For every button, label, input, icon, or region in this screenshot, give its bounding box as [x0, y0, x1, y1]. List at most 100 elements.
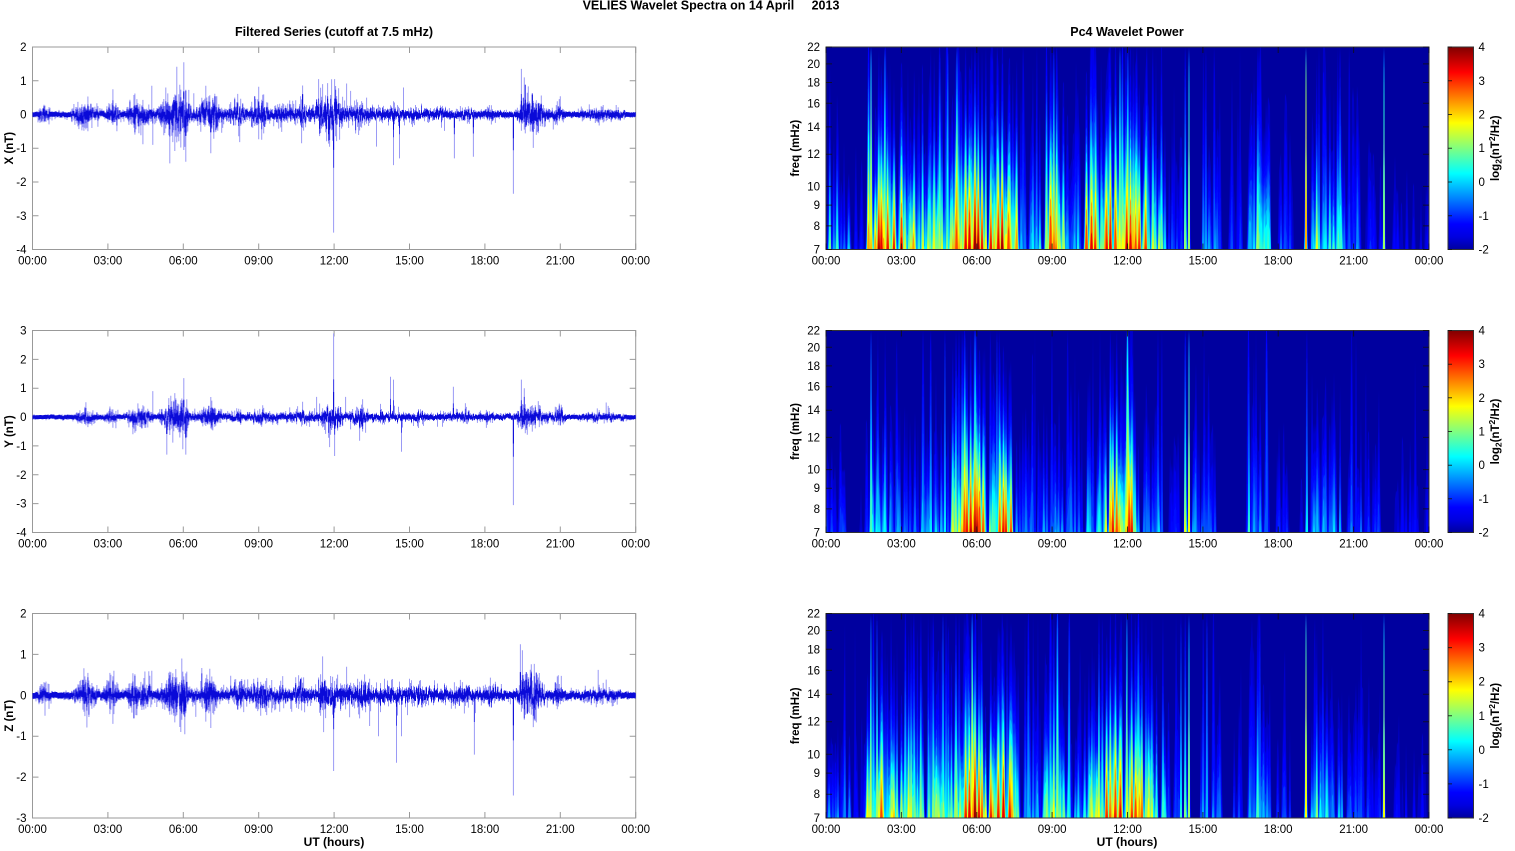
svg-text:16: 16: [807, 665, 820, 677]
svg-text:09:00: 09:00: [244, 539, 273, 551]
svg-text:Z (nT): Z (nT): [4, 700, 16, 732]
svg-text:00:00: 00:00: [621, 256, 650, 268]
svg-text:X (nT): X (nT): [4, 132, 16, 165]
svg-text:7: 7: [814, 245, 820, 257]
svg-text:10: 10: [807, 465, 820, 477]
svg-text:-4: -4: [16, 528, 27, 540]
svg-text:06:00: 06:00: [169, 256, 198, 268]
svg-text:-1: -1: [16, 441, 26, 453]
svg-text:00:00: 00:00: [621, 539, 650, 551]
svg-text:7: 7: [814, 813, 820, 825]
svg-text:21:00: 21:00: [1339, 824, 1368, 836]
svg-text:2: 2: [1479, 110, 1485, 122]
svg-text:2: 2: [20, 354, 26, 366]
svg-text:-4: -4: [16, 245, 27, 257]
svg-text:00:00: 00:00: [1415, 256, 1444, 268]
svg-text:18:00: 18:00: [1264, 539, 1293, 551]
svg-text:0: 0: [20, 690, 26, 702]
svg-text:0: 0: [1479, 177, 1485, 189]
svg-text:16: 16: [807, 98, 820, 110]
svg-text:2: 2: [1479, 393, 1485, 405]
svg-text:3: 3: [1479, 359, 1485, 371]
svg-text:VELIES Wavelet Spectra on 14 A: VELIES Wavelet Spectra on 14 April 2013: [583, 0, 840, 13]
svg-text:12:00: 12:00: [1113, 539, 1142, 551]
svg-text:00:00: 00:00: [18, 256, 47, 268]
svg-text:Y (nT): Y (nT): [4, 415, 16, 448]
svg-text:2: 2: [20, 609, 26, 621]
svg-text:22: 22: [807, 609, 820, 621]
svg-text:18: 18: [807, 78, 820, 90]
svg-text:1: 1: [20, 649, 26, 661]
svg-text:12:00: 12:00: [1113, 824, 1142, 836]
svg-text:0: 0: [20, 110, 26, 122]
svg-text:12:00: 12:00: [320, 824, 349, 836]
svg-text:UT (hours): UT (hours): [1097, 835, 1158, 849]
svg-text:4: 4: [1479, 42, 1486, 54]
svg-text:00:00: 00:00: [621, 824, 650, 836]
svg-text:15:00: 15:00: [395, 539, 424, 551]
svg-text:03:00: 03:00: [887, 256, 916, 268]
svg-text:15:00: 15:00: [395, 824, 424, 836]
svg-text:06:00: 06:00: [962, 824, 991, 836]
svg-text:15:00: 15:00: [1189, 539, 1218, 551]
svg-text:-2: -2: [16, 177, 26, 189]
svg-text:3: 3: [1479, 76, 1485, 88]
svg-text:09:00: 09:00: [1038, 824, 1067, 836]
svg-text:00:00: 00:00: [1415, 824, 1444, 836]
svg-text:1: 1: [1479, 143, 1485, 155]
svg-text:18:00: 18:00: [471, 256, 500, 268]
svg-text:21:00: 21:00: [546, 824, 575, 836]
svg-text:18:00: 18:00: [1264, 256, 1293, 268]
svg-text:12: 12: [807, 717, 820, 729]
svg-text:-1: -1: [1479, 779, 1489, 791]
svg-text:00:00: 00:00: [812, 539, 841, 551]
svg-text:06:00: 06:00: [962, 539, 991, 551]
svg-text:-1: -1: [1479, 211, 1489, 223]
svg-text:9: 9: [814, 483, 820, 495]
svg-text:16: 16: [807, 382, 820, 394]
svg-text:20: 20: [807, 342, 820, 354]
svg-text:15:00: 15:00: [1189, 256, 1218, 268]
svg-text:03:00: 03:00: [94, 539, 123, 551]
svg-text:-2: -2: [1479, 528, 1489, 540]
svg-text:14: 14: [807, 122, 820, 134]
svg-text:00:00: 00:00: [18, 539, 47, 551]
svg-text:freq (mHz): freq (mHz): [790, 403, 802, 460]
svg-text:20: 20: [807, 59, 820, 71]
svg-text:03:00: 03:00: [887, 539, 916, 551]
svg-text:0: 0: [1479, 745, 1485, 757]
svg-text:15:00: 15:00: [1189, 824, 1218, 836]
svg-text:06:00: 06:00: [169, 539, 198, 551]
svg-text:-2: -2: [16, 772, 26, 784]
svg-text:21:00: 21:00: [1339, 256, 1368, 268]
svg-text:1: 1: [1479, 711, 1485, 723]
svg-text:Pc4 Wavelet Power: Pc4 Wavelet Power: [1070, 25, 1184, 39]
svg-text:21:00: 21:00: [546, 539, 575, 551]
svg-text:-2: -2: [1479, 245, 1489, 257]
svg-text:0: 0: [1479, 460, 1485, 472]
svg-text:9: 9: [814, 768, 820, 780]
svg-text:-2: -2: [1479, 813, 1489, 825]
svg-text:12: 12: [807, 432, 820, 444]
svg-text:21:00: 21:00: [546, 256, 575, 268]
svg-text:18:00: 18:00: [471, 824, 500, 836]
svg-text:14: 14: [807, 405, 820, 417]
svg-text:00:00: 00:00: [812, 824, 841, 836]
svg-text:4: 4: [1479, 609, 1486, 621]
svg-text:12: 12: [807, 149, 820, 161]
svg-text:09:00: 09:00: [244, 256, 273, 268]
svg-text:freq (mHz): freq (mHz): [790, 687, 802, 744]
svg-text:log2(nT2/Hz): log2(nT2/Hz): [1487, 115, 1504, 181]
svg-text:20: 20: [807, 626, 820, 638]
svg-text:03:00: 03:00: [94, 824, 123, 836]
svg-text:-3: -3: [16, 499, 26, 511]
svg-text:3: 3: [20, 326, 26, 338]
svg-text:Filtered Series (cutoff at 7.5: Filtered Series (cutoff at 7.5 mHz): [235, 25, 433, 39]
svg-text:09:00: 09:00: [1038, 256, 1067, 268]
svg-text:12:00: 12:00: [320, 539, 349, 551]
svg-text:1: 1: [1479, 427, 1485, 439]
svg-text:UT (hours): UT (hours): [304, 835, 365, 849]
svg-text:18:00: 18:00: [471, 539, 500, 551]
svg-text:00:00: 00:00: [812, 256, 841, 268]
svg-text:-3: -3: [16, 813, 26, 825]
